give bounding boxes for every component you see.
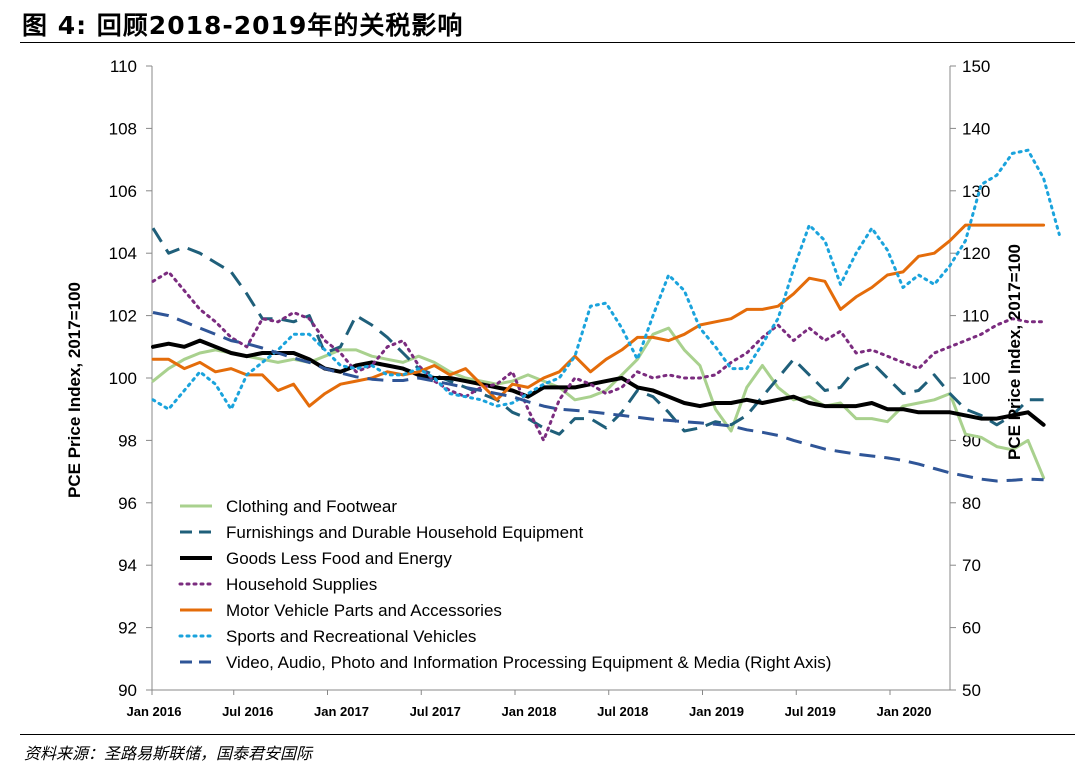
left-y-tick-label: 100 [109, 369, 137, 388]
left-y-tick-label: 96 [118, 494, 137, 513]
figure-title: 图 4: 回顾2018-2019年的关税影响 [22, 11, 464, 40]
plot-frame [151, 66, 951, 691]
series-line-7 [152, 311, 1044, 483]
x-tick-label: Jul 2019 [785, 704, 836, 719]
right-y-tick-label: 140 [962, 119, 990, 138]
right-y-tick-label: 80 [962, 494, 981, 513]
right-y-tick-label: 60 [962, 619, 981, 638]
series-layer [151, 148, 1061, 483]
left-y-tick-label: 104 [109, 244, 137, 263]
source-rule [20, 734, 1075, 735]
x-tick-label: Jan 2016 [127, 704, 182, 719]
series-line-3 [151, 338, 1046, 427]
source-note: 资料来源：圣路易斯联储，国泰君安国际 [24, 744, 313, 763]
legend-label: Sports and Recreational Vehicles [226, 627, 476, 646]
x-tick-label: Jul 2017 [410, 704, 461, 719]
x-tick-label: Jan 2018 [502, 704, 557, 719]
right-y-tick-label: 150 [962, 57, 990, 76]
left-y-tick-label: 98 [118, 431, 137, 450]
legend-label: Motor Vehicle Parts and Accessories [226, 601, 502, 620]
left-y-tick-label: 106 [109, 182, 137, 201]
legend: Clothing and Footwear Furnishings and Dur… [178, 497, 831, 672]
right-y-tick-label: 110 [962, 307, 989, 326]
legend-label: Furnishings and Durable Household Equipm… [226, 523, 583, 542]
title-rule [20, 42, 1075, 43]
left-y-tick-label: 92 [118, 619, 137, 638]
series-line-5 [151, 223, 1046, 408]
series-line-2 [151, 227, 1044, 436]
right-y-axis-title: PCE Price Index, 2017=100 [1005, 244, 1024, 460]
legend-label: Goods Less Food and Energy [226, 549, 452, 568]
series-line-6 [151, 148, 1061, 411]
left-y-tick-label: 94 [118, 556, 137, 575]
x-axis: Jan 2016 Jul 2016 Jan 2017 Jul 2017 Jan 2018… [127, 690, 932, 719]
left-y-tick-label: 110 [110, 57, 137, 76]
right-y-tick-label: 130 [962, 182, 990, 201]
x-tick-label: Jan 2017 [314, 704, 369, 719]
left-y-tick-label: 102 [109, 307, 137, 326]
left-y-axis: 90 92 94 96 98 100 102 104 106 108 110 [109, 57, 152, 700]
series-line-4 [151, 270, 1046, 442]
legend-label: Video, Audio, Photo and Information Proc… [226, 653, 831, 672]
right-y-tick-label: 50 [962, 681, 981, 700]
legend-label: Clothing and Footwear [226, 497, 397, 516]
series-line-1 [151, 326, 1046, 480]
right-y-tick-label: 100 [962, 369, 990, 388]
left-y-tick-label: 90 [118, 681, 137, 700]
x-tick-label: Jan 2020 [877, 704, 932, 719]
x-tick-label: Jan 2019 [689, 704, 744, 719]
x-tick-label: Jul 2016 [222, 704, 273, 719]
legend-label: Household Supplies [226, 575, 377, 594]
pce-line-chart: 90 92 94 96 98 100 102 104 106 108 110 50 60 70 80 90 1… [65, 57, 1061, 719]
left-y-axis-title: PCE Price Index, 2017=100 [65, 282, 84, 498]
left-y-tick-label: 108 [109, 119, 137, 138]
x-tick-label: Jul 2018 [597, 704, 648, 719]
right-y-tick-label: 70 [962, 556, 981, 575]
right-y-tick-label: 120 [962, 244, 990, 263]
